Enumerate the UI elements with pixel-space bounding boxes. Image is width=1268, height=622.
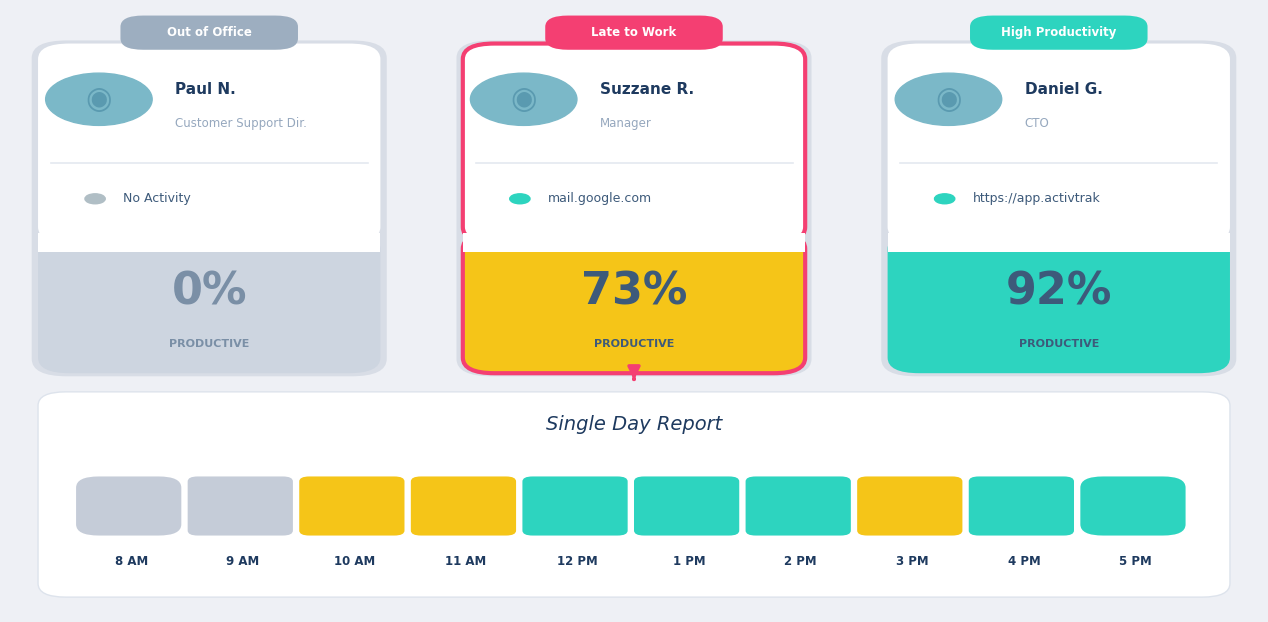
Text: mail.google.com: mail.google.com [548,192,652,205]
Circle shape [895,73,1002,126]
Circle shape [46,73,152,126]
FancyBboxPatch shape [881,40,1236,376]
Text: Customer Support Dir.: Customer Support Dir. [175,117,307,129]
FancyBboxPatch shape [188,476,293,536]
FancyBboxPatch shape [38,233,380,373]
FancyBboxPatch shape [463,233,805,373]
FancyBboxPatch shape [1080,476,1186,536]
Circle shape [85,194,105,204]
FancyBboxPatch shape [970,16,1148,50]
FancyBboxPatch shape [634,476,739,536]
Text: 73%: 73% [581,271,687,313]
Bar [463,233,805,252]
Text: 1 PM: 1 PM [673,555,705,568]
FancyBboxPatch shape [456,40,812,376]
Bar [38,233,380,252]
FancyBboxPatch shape [38,392,1230,597]
Text: 11 AM: 11 AM [445,555,487,568]
Text: 8 AM: 8 AM [114,555,148,568]
Text: CTO: CTO [1025,117,1050,129]
FancyBboxPatch shape [522,476,628,536]
Text: Out of Office: Out of Office [167,26,251,39]
Text: Single Day Report: Single Day Report [547,415,721,434]
Text: No Activity: No Activity [123,192,190,205]
Text: Paul N.: Paul N. [175,82,236,97]
Text: 10 AM: 10 AM [333,555,375,568]
FancyBboxPatch shape [888,233,1230,373]
Text: 12 PM: 12 PM [557,555,598,568]
Text: Daniel G.: Daniel G. [1025,82,1102,97]
Text: 9 AM: 9 AM [226,555,260,568]
Bar [888,233,1230,252]
FancyBboxPatch shape [888,44,1230,243]
Text: 0%: 0% [171,271,247,313]
Text: ◉: ◉ [511,85,536,114]
FancyBboxPatch shape [857,476,962,536]
FancyBboxPatch shape [32,40,387,376]
Text: 5 PM: 5 PM [1120,555,1151,568]
FancyBboxPatch shape [76,476,181,536]
Text: 4 PM: 4 PM [1008,555,1040,568]
Text: ◉: ◉ [936,85,961,114]
Text: 2 PM: 2 PM [785,555,817,568]
Circle shape [510,194,530,204]
Text: Suzzane R.: Suzzane R. [600,82,694,97]
FancyBboxPatch shape [299,476,404,536]
FancyBboxPatch shape [746,476,851,536]
Text: PRODUCTIVE: PRODUCTIVE [1018,340,1099,350]
Text: 3 PM: 3 PM [896,555,928,568]
Text: 92%: 92% [1006,271,1112,313]
Text: High Productivity: High Productivity [1002,26,1116,39]
FancyBboxPatch shape [411,476,516,536]
Circle shape [935,194,955,204]
FancyBboxPatch shape [463,44,805,243]
Text: ◉: ◉ [86,85,112,114]
Text: https://app.activtrak: https://app.activtrak [973,192,1101,205]
Text: PRODUCTIVE: PRODUCTIVE [169,340,250,350]
FancyBboxPatch shape [38,44,380,243]
Text: PRODUCTIVE: PRODUCTIVE [593,340,675,350]
FancyBboxPatch shape [120,16,298,50]
Circle shape [470,73,577,126]
FancyBboxPatch shape [969,476,1074,536]
FancyBboxPatch shape [545,16,723,50]
Text: Manager: Manager [600,117,652,129]
Text: Late to Work: Late to Work [591,26,677,39]
